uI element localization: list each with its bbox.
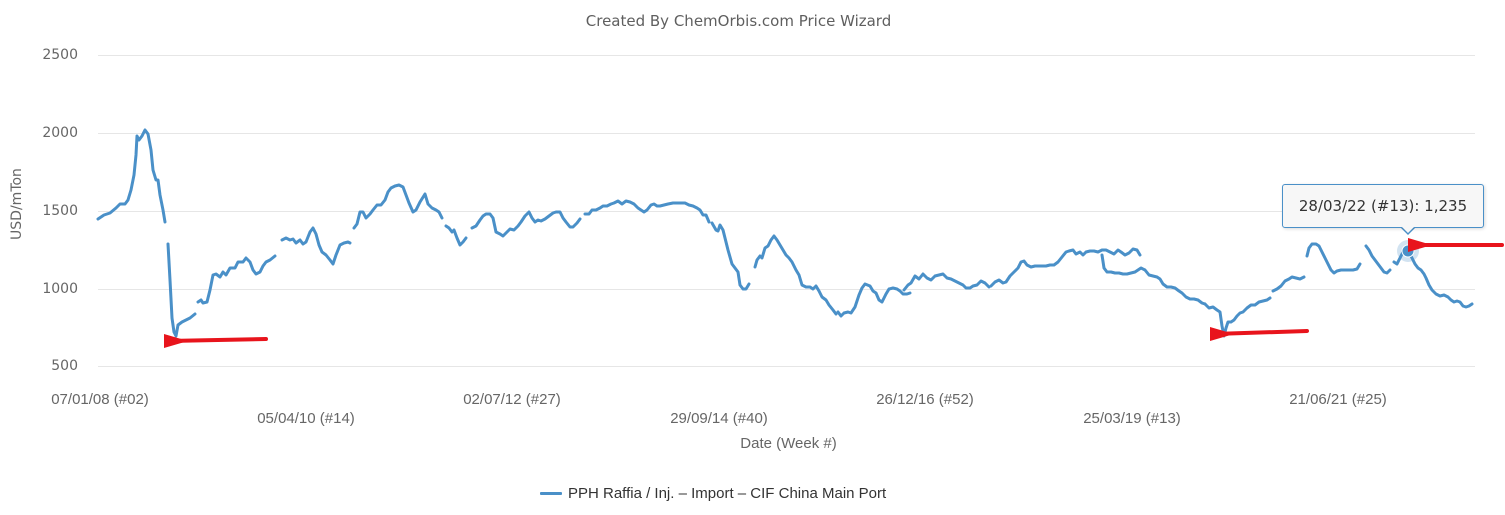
- y-tick-1500: 1500: [42, 203, 78, 219]
- annotation-arrows: [164, 238, 1504, 348]
- tooltip-pointer-fill: [1401, 226, 1415, 233]
- y-tick-2000: 2000: [42, 125, 78, 141]
- legend-item[interactable]: PPH Raffia / Inj. – Import – CIF China M…: [540, 485, 886, 502]
- chart-title: Created By ChemOrbis.com Price Wizard: [585, 12, 892, 30]
- y-tick-500: 500: [51, 358, 78, 374]
- x-tick-label: 02/07/12 (#27): [463, 391, 561, 408]
- x-tick-label: 26/12/16 (#52): [876, 391, 974, 408]
- x-tick-label: 25/03/19 (#13): [1083, 410, 1181, 427]
- y-tick-1000: 1000: [42, 281, 78, 297]
- x-tick-label: 07/01/08 (#02): [51, 391, 149, 408]
- x-tick-label: 29/09/14 (#40): [670, 410, 768, 427]
- y-tick-2500: 2500: [42, 47, 78, 63]
- legend-label: PPH Raffia / Inj. – Import – CIF China M…: [568, 485, 887, 502]
- x-tick-label: 21/06/21 (#25): [1289, 391, 1387, 408]
- gridlines: [98, 55, 1475, 367]
- data-tooltip: 28/03/22 (#13): 1,235: [1282, 184, 1484, 228]
- x-axis-title: Date (Week #): [740, 435, 837, 452]
- series-line-pph-raffia[interactable]: [96, 128, 1474, 338]
- legend-line-swatch-icon: [540, 492, 562, 495]
- x-tick-label: 05/04/10 (#14): [257, 410, 355, 427]
